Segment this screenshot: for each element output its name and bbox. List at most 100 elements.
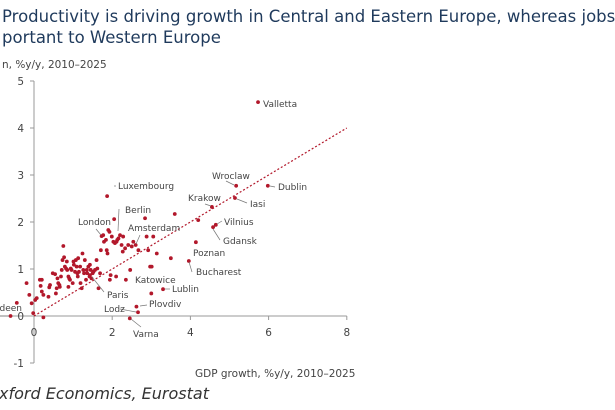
data-point	[121, 234, 126, 239]
y-tick-label: 5	[17, 76, 24, 88]
data-point	[146, 248, 151, 253]
x-tick-label: 6	[265, 327, 272, 339]
x-tick-label: 8	[343, 327, 350, 339]
data-point	[41, 292, 46, 297]
x-axis-label: GDP growth, %y/y, 2010–2025	[195, 368, 355, 380]
data-point	[29, 301, 34, 306]
data-point-luxembourg	[105, 194, 110, 199]
data-point-lublin	[161, 287, 165, 292]
data-point	[107, 229, 112, 234]
data-point	[118, 233, 122, 238]
data-point-lodz	[136, 310, 140, 315]
point-label-amsterdam: Amsterdam	[128, 224, 180, 234]
data-point	[82, 271, 86, 276]
data-point	[65, 268, 70, 272]
data-point-berlin	[112, 217, 117, 222]
point-label-aberdeen: Aberdeen	[0, 304, 22, 314]
data-point	[24, 281, 29, 285]
point-label-plovdiv: Plovdiv	[149, 300, 182, 310]
data-point	[46, 294, 51, 299]
chart-title-line2: portant to Western Europe	[2, 28, 221, 47]
data-point	[75, 274, 80, 279]
data-point	[88, 268, 93, 272]
data-point	[69, 268, 74, 272]
data-point	[78, 281, 83, 285]
data-point	[39, 289, 44, 294]
data-point	[96, 286, 101, 291]
data-point	[105, 251, 110, 256]
data-point	[80, 251, 85, 256]
leader-line-gdansk	[212, 228, 221, 241]
leader-line-iasi	[236, 198, 248, 204]
data-point	[14, 300, 19, 305]
y-tick-label: 4	[17, 123, 24, 135]
point-label-poznan: Poznan	[193, 249, 225, 259]
data-point	[116, 236, 121, 241]
leader-line-amsterdam	[135, 234, 141, 245]
data-point	[123, 277, 128, 282]
data-point	[120, 249, 125, 254]
leader-line-krakow	[204, 203, 212, 207]
x-tick-label: 4	[187, 327, 194, 339]
data-point	[70, 281, 75, 285]
data-point-wroclaw	[234, 183, 239, 188]
data-point	[128, 268, 133, 272]
data-point-valletta	[256, 100, 260, 105]
data-point	[48, 283, 52, 287]
data-point-iasi	[233, 196, 237, 200]
leader-line-london	[95, 228, 102, 236]
data-point	[34, 296, 39, 301]
data-point	[64, 259, 69, 264]
data-point	[104, 237, 108, 242]
point-label-luxembourg: Luxembourg	[118, 182, 174, 192]
leader-line-dublin	[269, 185, 276, 188]
y-tick-label: 3	[17, 170, 24, 182]
data-point-katowice	[149, 291, 154, 296]
data-point	[61, 244, 66, 248]
data-point	[123, 246, 128, 251]
point-label-wroclaw: Wroclaw	[212, 172, 250, 182]
data-point	[168, 256, 173, 261]
leader-line-berlin	[117, 208, 120, 232]
data-point-amsterdam	[133, 243, 138, 247]
point-label-varna: Varna	[133, 330, 159, 340]
leader-line-wroclaw	[225, 180, 235, 186]
point-label-valletta: Valletta	[263, 100, 297, 110]
data-point	[136, 248, 141, 253]
data-point	[104, 248, 109, 253]
data-point	[98, 271, 102, 276]
data-point	[66, 284, 71, 289]
data-point-vilnius	[213, 222, 218, 227]
leader-line-varna	[130, 318, 142, 328]
data-point	[131, 239, 136, 244]
data-point	[154, 251, 159, 256]
data-point-aberdeen	[8, 314, 13, 318]
data-point	[77, 269, 81, 274]
leader-line-paris	[91, 276, 105, 293]
data-point	[74, 264, 79, 269]
data-point	[151, 234, 156, 239]
data-point	[41, 315, 46, 320]
data-point-plovdiv	[134, 304, 139, 309]
chart-title-line1: Productivity is driving growth in Centra…	[2, 7, 615, 26]
point-label-dublin: Dublin	[278, 183, 307, 193]
x-tick-label: 2	[109, 327, 116, 339]
data-point	[94, 258, 99, 262]
y-axis-label: n, %y/y, 2010–2025	[2, 59, 107, 71]
data-point	[62, 255, 67, 260]
data-point	[68, 277, 72, 282]
trend-line	[33, 127, 348, 317]
data-point	[60, 258, 65, 262]
data-point	[129, 244, 134, 249]
data-point-paris	[88, 273, 92, 278]
data-point	[55, 276, 60, 281]
point-label-paris: Paris	[107, 291, 129, 301]
data-point	[149, 264, 154, 269]
leader-line-lodz	[119, 308, 137, 313]
source-note: xford Economics, Eurostat	[0, 384, 210, 403]
data-point	[88, 262, 92, 267]
x-tick-label: 0	[31, 327, 38, 339]
data-point	[84, 277, 88, 282]
data-point	[143, 216, 147, 221]
data-point	[109, 234, 114, 239]
